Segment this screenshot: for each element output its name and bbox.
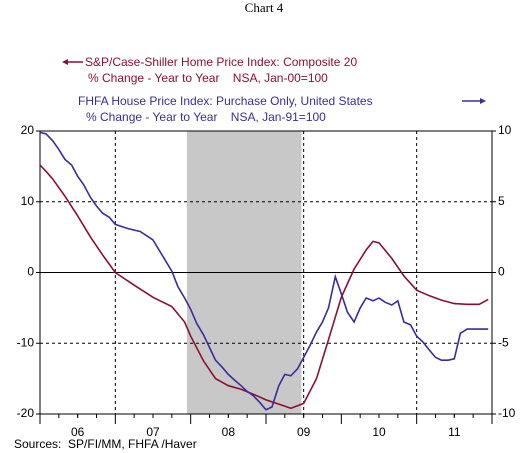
legend-label: FHFA House Price Index: Purchase Only, U… xyxy=(78,94,373,108)
legend-subtitle: % Change - Year to Year NSA, Jan-00=100 xyxy=(88,71,328,85)
y2-tick-label: 0 xyxy=(498,265,505,279)
x-tick-label: 10 xyxy=(372,425,386,439)
y-tick-label: -10 xyxy=(17,335,35,349)
series-line xyxy=(39,164,489,410)
source-note: Sources: SP/FI/MM, FHFA /Haver xyxy=(14,437,197,451)
y2-tick-label: -10 xyxy=(498,406,516,420)
plot-frame xyxy=(39,130,493,415)
y-tick-label: 0 xyxy=(27,265,34,279)
x-tick-label: 08 xyxy=(222,425,236,439)
y-tick-label: 20 xyxy=(21,123,35,137)
y-tick-label: 10 xyxy=(21,194,35,208)
x-tick-label: 07 xyxy=(146,425,160,439)
y2-tick-label: 5 xyxy=(498,194,505,208)
y2-tick-label: 10 xyxy=(498,123,512,137)
legend-arrowhead xyxy=(480,98,486,104)
legend-arrowhead xyxy=(62,59,68,65)
y-tick-label: -20 xyxy=(17,406,35,420)
legend-label: S&P/Case-Shiller Home Price Index: Compo… xyxy=(85,55,357,69)
series-line xyxy=(39,131,489,411)
legend-subtitle: % Change - Year to Year NSA, Jan-91=100 xyxy=(86,110,326,124)
x-tick-label: 09 xyxy=(297,425,311,439)
x-tick-label: 06 xyxy=(71,425,85,439)
x-tick-label: 11 xyxy=(448,425,461,439)
chart-title: Chart 4 xyxy=(245,0,284,15)
y2-tick-label: -5 xyxy=(498,335,509,349)
